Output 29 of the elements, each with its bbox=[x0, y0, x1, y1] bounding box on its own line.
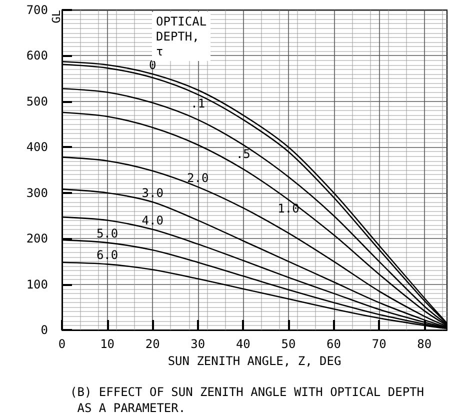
series-label: 5.0 bbox=[96, 226, 118, 241]
series-label: 3.0 bbox=[142, 186, 164, 200]
legend-title: OPTICAL DEPTH, τ bbox=[156, 14, 207, 58]
x-tick-label: 0 bbox=[58, 337, 66, 351]
x-tick-label: 40 bbox=[236, 337, 250, 351]
series-label: 4.0 bbox=[142, 213, 164, 228]
y-tick-label: 0 bbox=[40, 323, 48, 337]
x-tick-label: 60 bbox=[326, 337, 341, 351]
y-axis-title: GL bbox=[50, 10, 63, 24]
x-tick-label: 20 bbox=[145, 337, 160, 351]
y-tick-label: 600 bbox=[26, 48, 48, 63]
y-tick-label: 200 bbox=[26, 232, 48, 246]
y-tick-label: 300 bbox=[26, 186, 48, 200]
series-label: 2.0 bbox=[187, 170, 209, 185]
y-tick-label: 100 bbox=[26, 277, 48, 292]
series-label: .1 bbox=[190, 96, 206, 111]
x-tick-label: 70 bbox=[372, 337, 386, 351]
x-tick-label: 80 bbox=[417, 337, 432, 351]
series-label: 1.0 bbox=[278, 202, 300, 216]
text: (B) EFFECT OF SUN ZENITH ANGLE WITH OPTICAL DEPTH AS A PARAMETER. bbox=[70, 385, 424, 415]
series-label: 6.0 bbox=[96, 248, 118, 262]
x-tick-label: 30 bbox=[190, 337, 206, 351]
y-tick-label: 500 bbox=[26, 94, 48, 108]
x-axis-title: SUN ZENITH ANGLE, Z, DEG bbox=[168, 354, 342, 368]
series-label: .5 bbox=[236, 146, 250, 161]
x-tick-label: 50 bbox=[281, 337, 296, 351]
y-tick-label: 700 bbox=[26, 3, 48, 17]
x-tick-label: 10 bbox=[100, 337, 115, 351]
y-tick-label: 400 bbox=[26, 140, 48, 154]
